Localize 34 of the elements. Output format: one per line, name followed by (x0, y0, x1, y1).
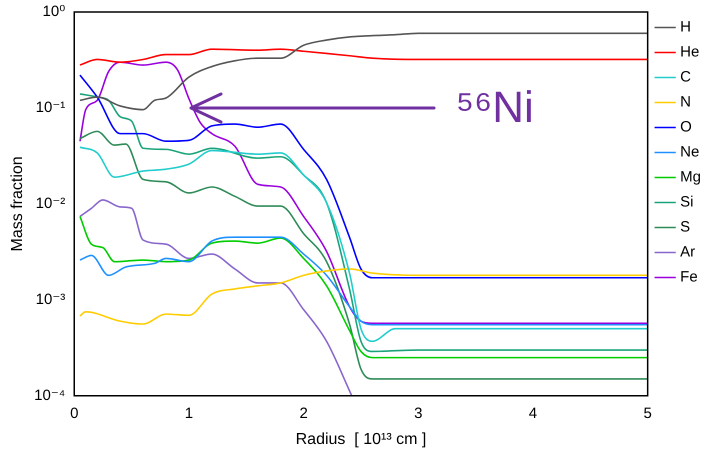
line-series (79, 216, 648, 358)
line-series (79, 236, 648, 326)
line-series (79, 199, 353, 396)
legend-label: N (680, 94, 692, 111)
y-tick-label: 10⁰ (42, 3, 66, 20)
x-tick-label: 1 (184, 404, 194, 422)
line-series (79, 61, 648, 324)
x-tick-label: 3 (414, 404, 422, 422)
x-tick-label: 2 (299, 404, 308, 422)
legend-label: He (680, 44, 700, 61)
y-tick-label: 10⁻² (36, 195, 66, 212)
y-axis-title: Mass fraction (9, 156, 26, 252)
legend-label: Fe (680, 268, 698, 286)
legend-label: Si (680, 194, 694, 211)
x-tick-label: 0 (70, 404, 78, 422)
line-series (79, 130, 648, 380)
legend-label: C (680, 68, 692, 86)
legend-label: O (680, 118, 692, 136)
line-series (79, 146, 648, 342)
line-series (79, 74, 648, 279)
legend-label: H (680, 18, 692, 36)
legend-label: Mg (680, 168, 702, 186)
x-tick-label: 4 (528, 404, 538, 422)
y-tick-label: 10⁻¹ (36, 99, 66, 116)
x-tick-label: 5 (643, 404, 652, 422)
legend-label: S (680, 218, 690, 236)
legend-label: Ne (680, 144, 700, 161)
y-tick-label: 10⁻⁴ (34, 386, 66, 404)
annotation: ⁵⁶Ni (456, 83, 534, 132)
y-tick-label: 10⁻³ (36, 290, 66, 308)
legend-label: Ar (680, 244, 696, 261)
line-series (79, 268, 648, 325)
x-axis-title: Radius [ 10¹³ cm ] (296, 430, 426, 448)
line-series (79, 48, 648, 66)
